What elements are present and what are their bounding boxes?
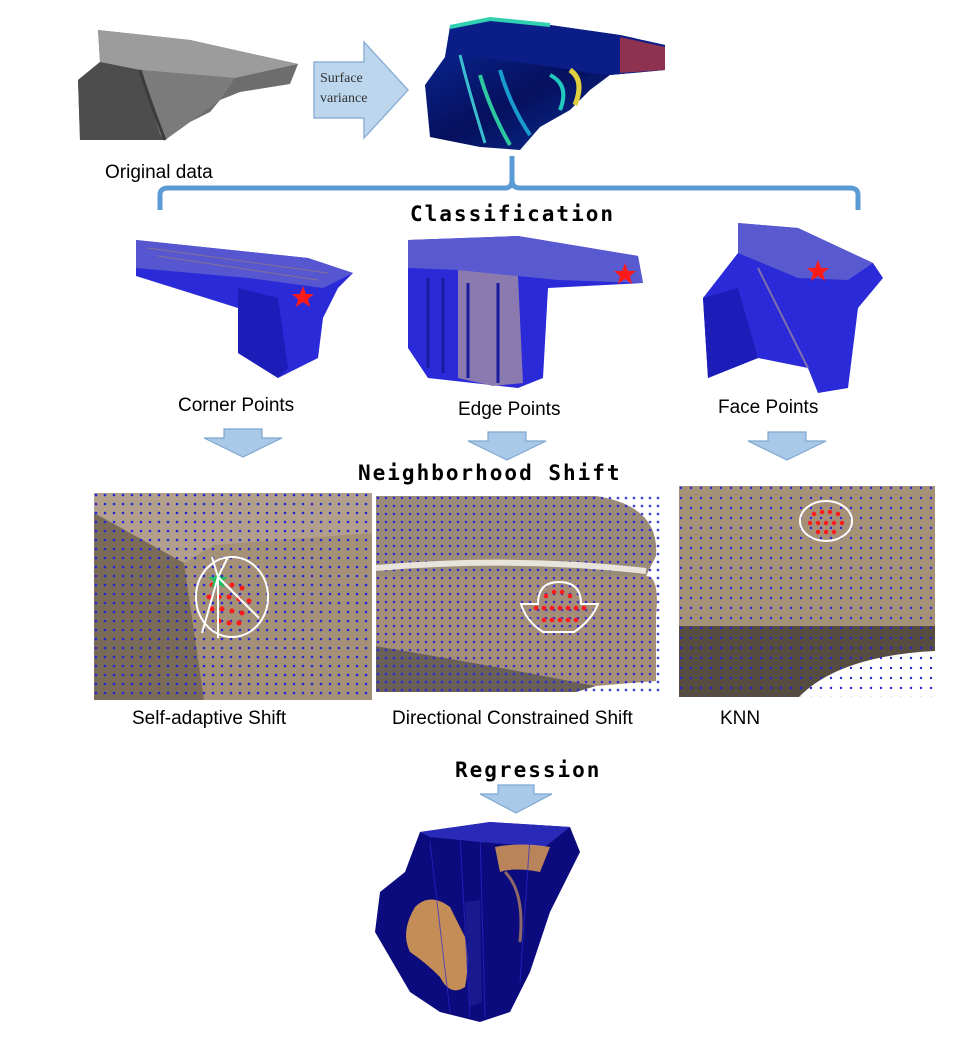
- regression-model: [375, 822, 580, 1022]
- original-data-label: Original data: [105, 162, 213, 183]
- down-arrow-face: [747, 431, 827, 461]
- corner-points-label: Corner Points: [178, 395, 295, 416]
- directional-constrained-shift-label: Directional Constrained Shift: [392, 708, 633, 729]
- self-adaptive-shift-label: Self-adaptive Shift: [132, 708, 287, 729]
- self-adaptive-shift-panel: [94, 493, 372, 700]
- face-points-model: [703, 223, 883, 393]
- edge-points-model: [408, 236, 643, 388]
- corner-points-model: [136, 240, 353, 378]
- knn-panel: [679, 486, 935, 697]
- face-points-label: Face Points: [718, 397, 819, 418]
- directional-constrained-shift-panel: [375, 496, 660, 692]
- surface-variance-heatmap: [425, 16, 665, 150]
- classification-heading: Classification: [410, 202, 616, 226]
- classification-bracket: [157, 156, 861, 210]
- edge-points-label: Edge Points: [458, 399, 561, 420]
- down-arrow-regression: [479, 784, 553, 814]
- original-data-model: [78, 30, 298, 141]
- knn-label: KNN: [720, 708, 761, 729]
- surface-variance-label-2: variance: [320, 91, 367, 106]
- regression-heading: Regression: [455, 758, 602, 782]
- surface-variance-arrow: Surface variance: [313, 40, 410, 140]
- surface-variance-label-1: Surface: [320, 71, 363, 86]
- neighborhood-shift-heading: Neighborhood Shift: [358, 461, 622, 485]
- down-arrow-corner: [203, 428, 283, 458]
- down-arrow-edge: [467, 431, 547, 461]
